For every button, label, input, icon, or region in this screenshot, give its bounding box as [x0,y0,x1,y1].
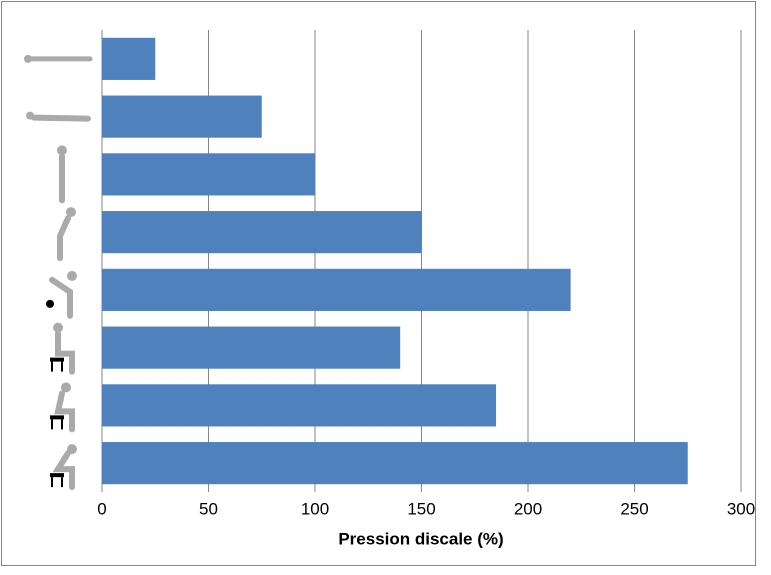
x-tick-label: 150 [407,499,435,518]
icon-stool [50,415,64,419]
x-tick-label: 200 [514,499,542,518]
icon-head [67,444,77,454]
icon-head [61,382,71,392]
x-axis-label: Pression discale (%) [338,529,503,548]
bar [102,96,262,138]
x-tick-label: 0 [97,499,106,518]
icon-body [34,118,88,119]
icon-stool [50,358,64,362]
bar [102,384,496,426]
icon-head [66,207,76,217]
icon-weight [46,300,54,308]
icon-head [53,323,63,333]
icon-stool [50,473,64,477]
icon-head [57,145,67,155]
x-tick-label: 50 [199,499,218,518]
icon-head [67,271,77,281]
x-tick-label: 100 [301,499,329,518]
page: Pression discale (%) 050100150200250300 … [0,0,771,575]
x-tick-label: 250 [620,499,648,518]
bar [102,38,155,80]
bar [102,442,688,484]
bar [102,269,571,311]
icon-head [24,55,32,63]
icon-head [26,112,34,120]
x-tick-label: 300 [727,499,755,518]
chart: Pression discale (%) 0 50 100 150 200 250 300 [0,0,771,575]
bar [102,153,315,195]
bar [102,211,422,253]
bar [102,327,400,369]
